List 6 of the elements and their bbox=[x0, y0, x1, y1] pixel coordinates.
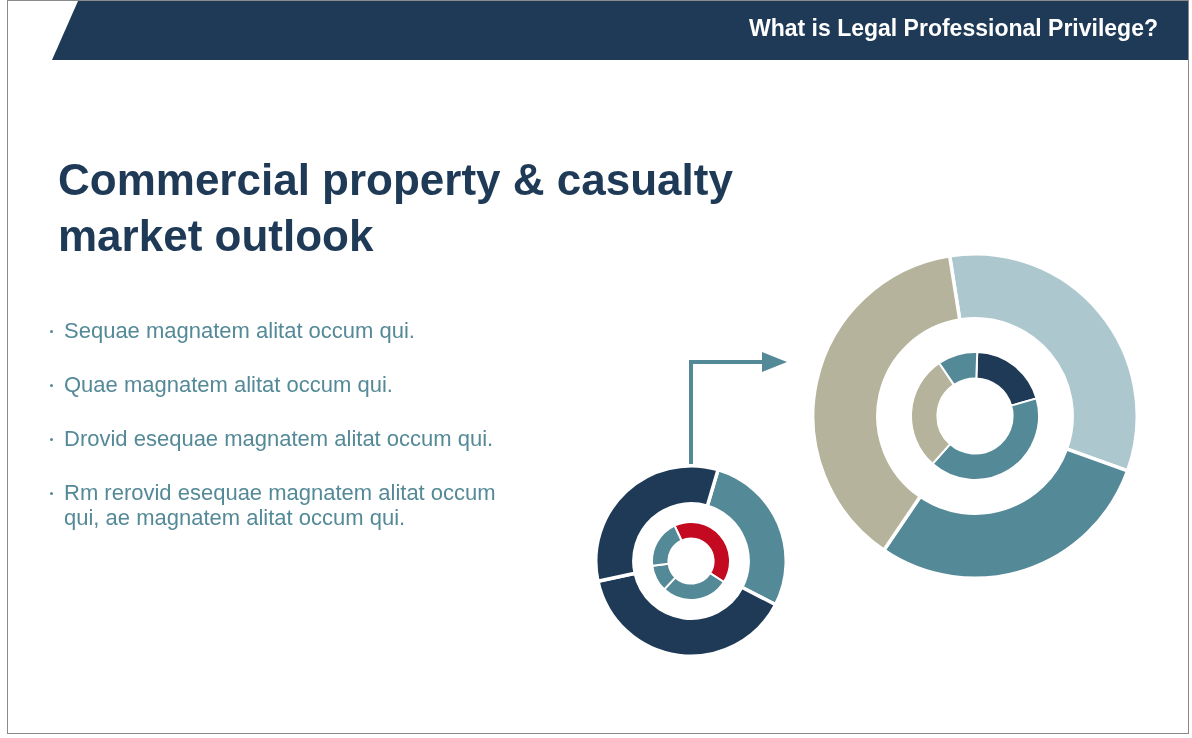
text: Quae magnatem alitat occum qui. bbox=[64, 372, 394, 397]
text: Rm rerovid esequae magnatem alitat occum qui, ae magnatem alitat occum qui. bbox=[64, 480, 497, 530]
chart-title: Commercial property & casualty market outlook bbox=[58, 154, 734, 262]
text: Sequae magnatem alitat occum qui. bbox=[64, 318, 416, 343]
text: Drovid esequae magnatem alitat occum qui. bbox=[64, 426, 495, 451]
chart-subtitle: What is Legal Professional Privilege? bbox=[748, 15, 1158, 42]
